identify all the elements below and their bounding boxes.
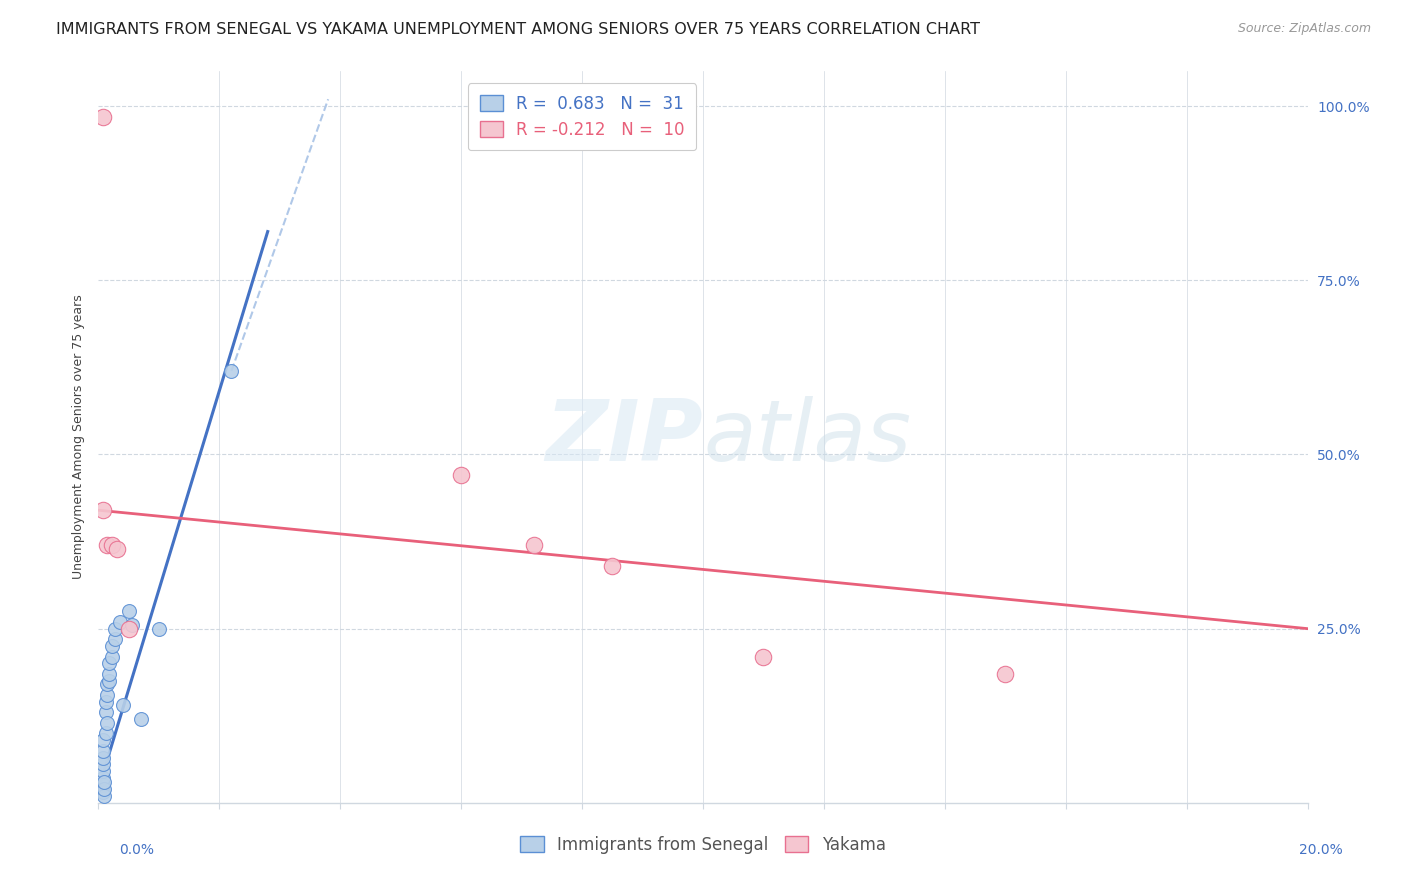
Point <box>221 364 243 378</box>
Point <box>91 757 114 772</box>
Point <box>93 789 115 803</box>
Point <box>96 688 118 702</box>
Point <box>108 615 131 629</box>
Text: atlas: atlas <box>703 395 911 479</box>
Point <box>91 772 114 786</box>
Point <box>602 558 624 573</box>
Text: ZIP: ZIP <box>546 395 703 479</box>
Point <box>91 110 114 124</box>
Point <box>96 677 118 691</box>
Point <box>98 673 121 688</box>
Legend: Immigrants from Senegal, Yakama: Immigrants from Senegal, Yakama <box>513 829 893 860</box>
Point <box>129 712 152 726</box>
Point <box>94 726 117 740</box>
Point <box>93 775 115 789</box>
Point <box>121 618 143 632</box>
Point <box>94 705 117 719</box>
Point <box>98 667 121 681</box>
Point <box>96 715 118 730</box>
Point <box>91 785 114 799</box>
Point <box>91 503 114 517</box>
Point <box>105 541 128 556</box>
Point <box>523 538 546 552</box>
Point <box>96 538 118 552</box>
Y-axis label: Unemployment Among Seniors over 75 years: Unemployment Among Seniors over 75 years <box>72 294 86 580</box>
Point <box>94 695 117 709</box>
Point <box>994 667 1017 681</box>
Point <box>91 733 114 747</box>
Point <box>118 622 141 636</box>
Text: Source: ZipAtlas.com: Source: ZipAtlas.com <box>1237 22 1371 36</box>
Point <box>104 622 127 636</box>
Point <box>100 538 122 552</box>
Point <box>104 632 127 646</box>
Point <box>91 743 114 757</box>
Point <box>91 750 114 764</box>
Text: IMMIGRANTS FROM SENEGAL VS YAKAMA UNEMPLOYMENT AMONG SENIORS OVER 75 YEARS CORRE: IMMIGRANTS FROM SENEGAL VS YAKAMA UNEMPL… <box>56 22 980 37</box>
Point <box>98 657 121 671</box>
Text: 0.0%: 0.0% <box>120 843 155 857</box>
Point <box>148 622 170 636</box>
Point <box>752 649 775 664</box>
Text: 20.0%: 20.0% <box>1299 843 1343 857</box>
Point <box>91 778 114 792</box>
Point <box>93 781 115 796</box>
Point <box>100 649 122 664</box>
Point <box>118 604 141 618</box>
Point <box>111 698 134 713</box>
Point <box>91 764 114 779</box>
Point <box>100 639 122 653</box>
Point <box>450 468 472 483</box>
